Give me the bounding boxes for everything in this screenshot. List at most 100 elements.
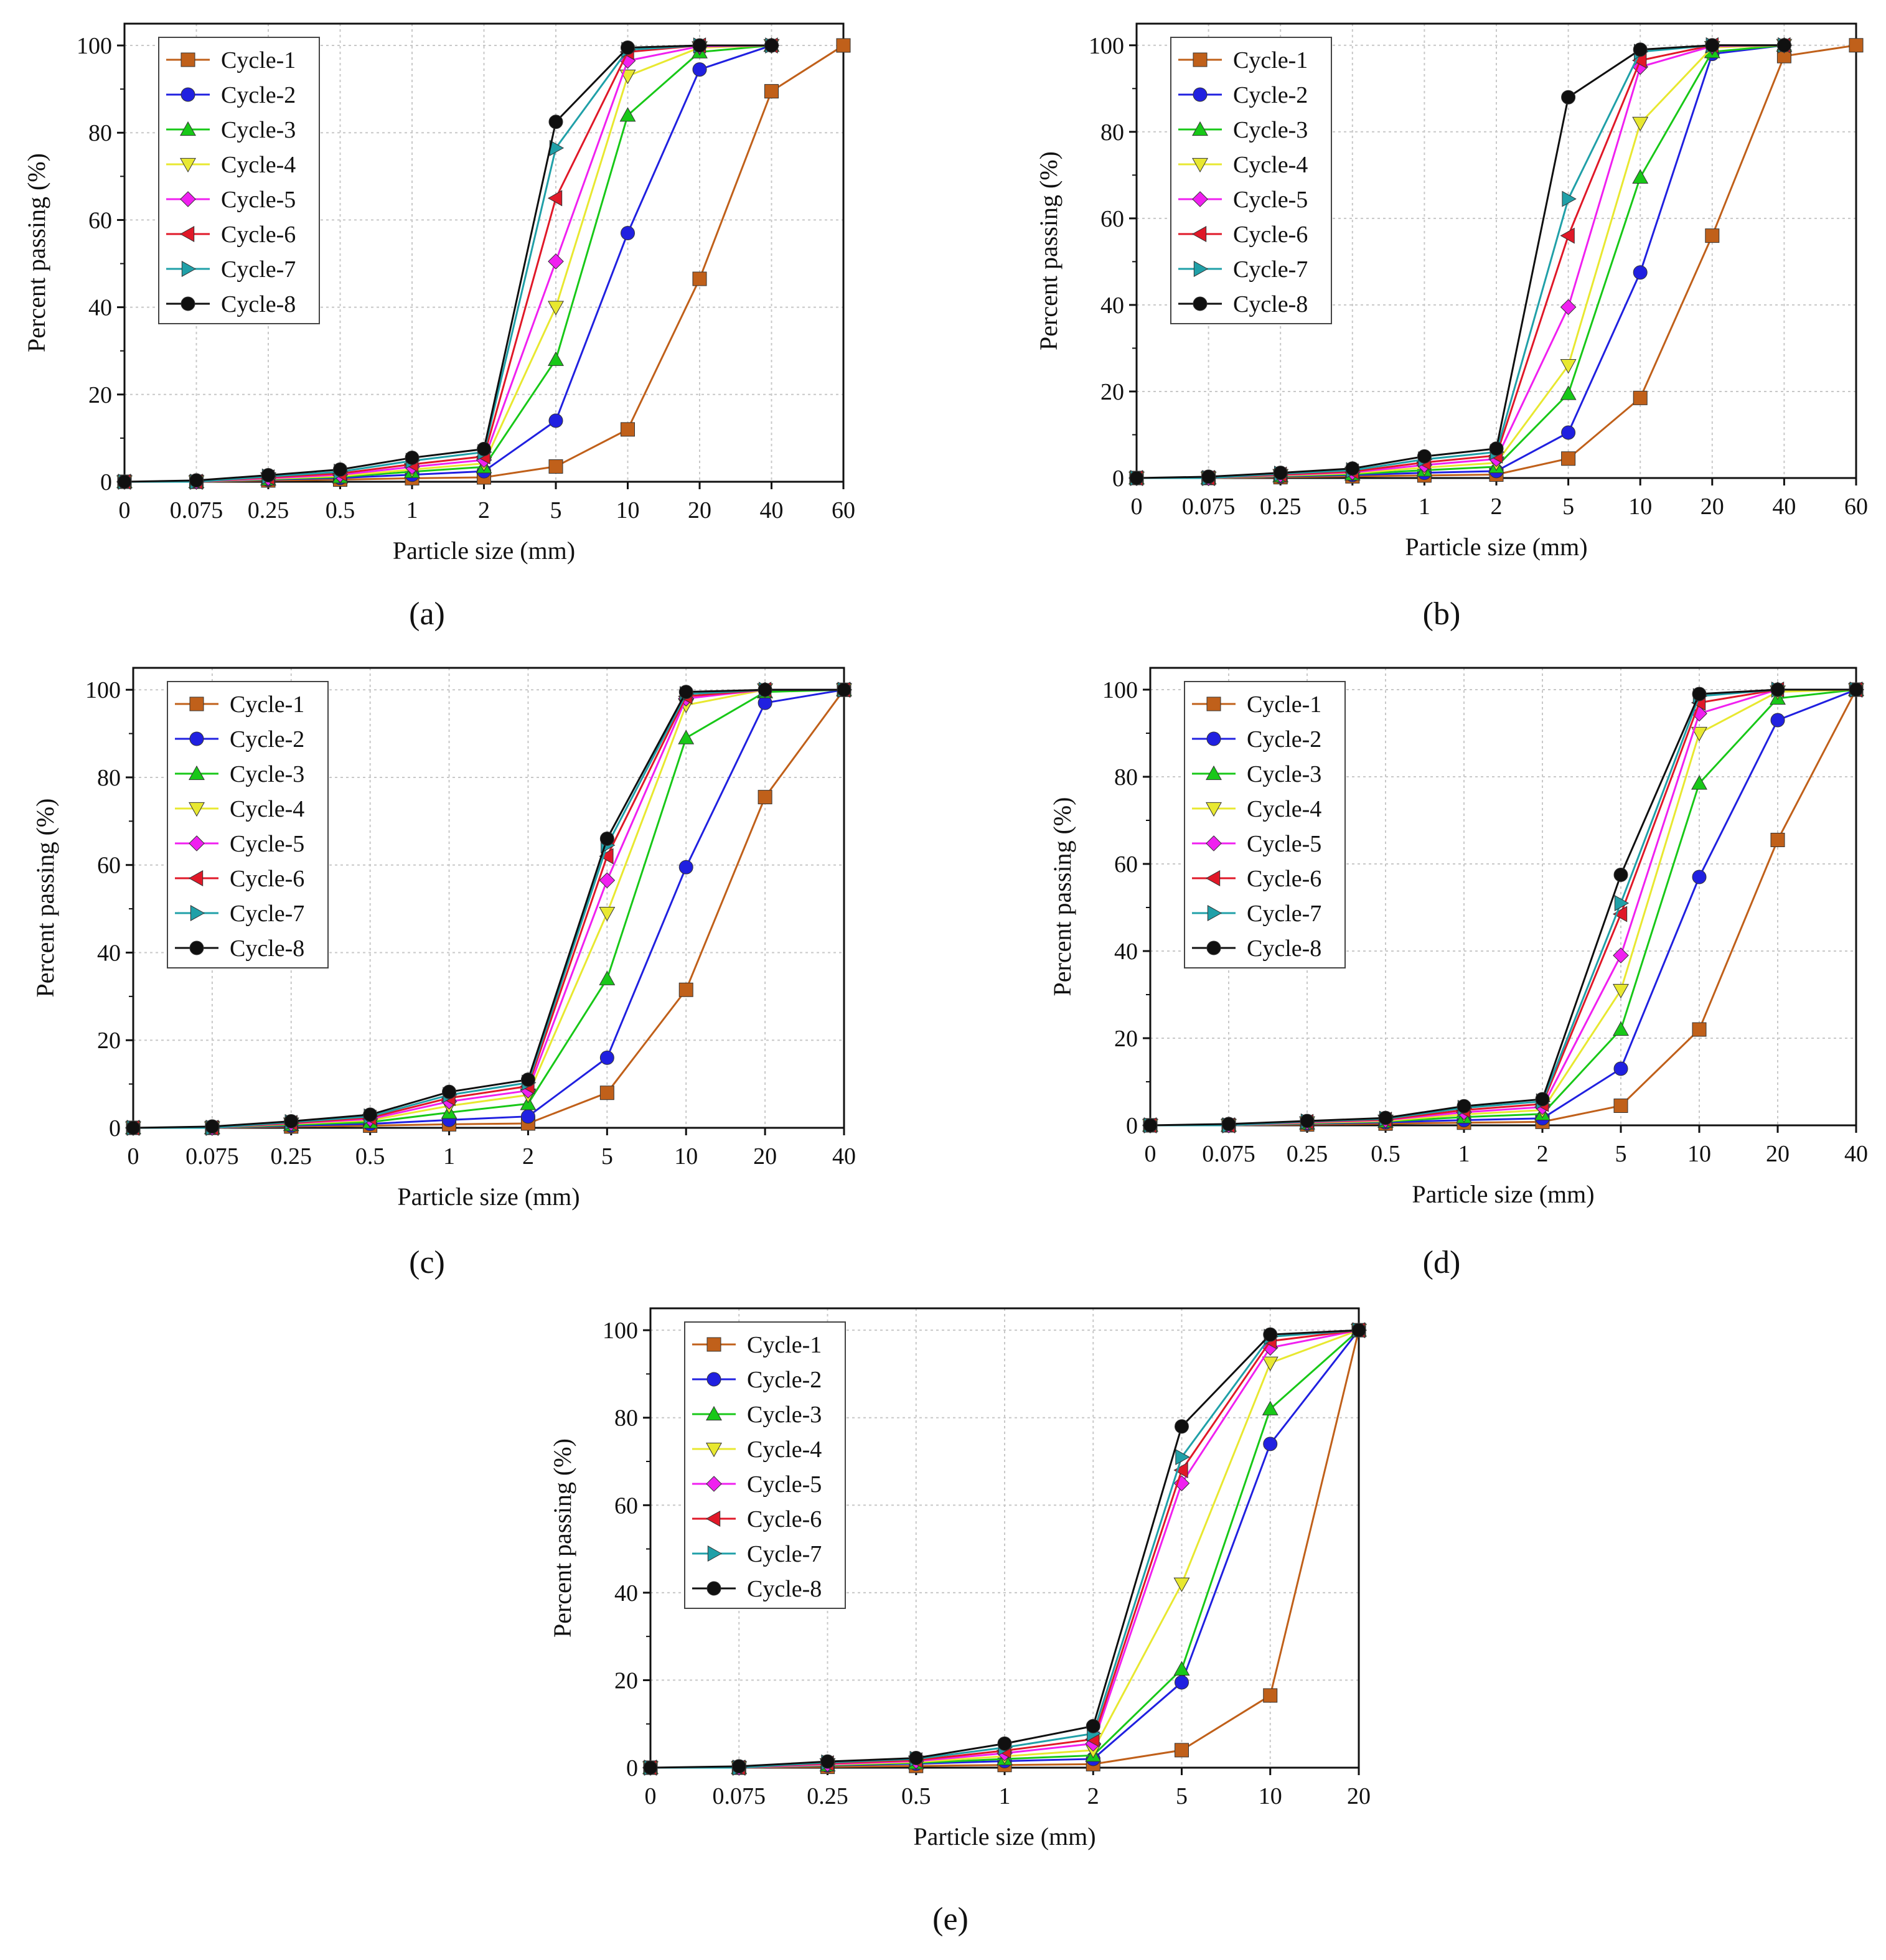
data-point: [189, 473, 204, 488]
y-tick-label: 100: [1089, 33, 1124, 59]
data-point: [1632, 116, 1649, 132]
legend-entry: Cycle-8: [230, 935, 304, 962]
x-tick-label: 1: [443, 1143, 455, 1170]
legend-entry: Cycle-7: [221, 256, 296, 283]
legend-swatch-marker: [189, 835, 205, 851]
data-point: [1175, 1743, 1189, 1758]
x-tick-label: 20: [753, 1143, 777, 1170]
data-point: [548, 459, 563, 474]
plot-frame: [132, 667, 845, 1129]
data-point: [678, 860, 693, 874]
x-tick-label: 2: [522, 1143, 534, 1170]
legend-entry: Cycle-4: [230, 796, 304, 822]
legend-swatch-marker: [179, 226, 195, 242]
y-axis-label: Percent passing (%): [22, 153, 50, 352]
x-axis-label: Particle size (mm): [397, 1183, 579, 1211]
series-line: [124, 44, 772, 483]
x-tick-label: 5: [1176, 1783, 1188, 1809]
legend-swatch-marker: [706, 1442, 722, 1458]
data-point: [1489, 441, 1504, 456]
legend-swatch-marker: [1206, 765, 1222, 781]
data-point: [520, 1109, 535, 1124]
data-point: [1143, 1118, 1158, 1133]
data-point: [764, 38, 779, 53]
legend-entry: Cycle-2: [221, 82, 296, 108]
panel-label: (a): [409, 596, 445, 632]
data-point: [1417, 449, 1432, 464]
data-point: [1262, 1356, 1278, 1371]
data-point: [1613, 868, 1628, 882]
data-point: [1345, 461, 1360, 476]
data-point: [758, 790, 772, 805]
y-tick-label: 0: [1112, 466, 1124, 492]
series-cycle-8: [1129, 38, 1791, 485]
legend-box: [1170, 37, 1332, 324]
data-point: [1691, 775, 1707, 790]
data-point: [1175, 1675, 1189, 1690]
data-point: [1692, 870, 1707, 884]
legend-swatch-marker: [1207, 905, 1222, 921]
plot-frame: [1149, 667, 1857, 1127]
legend-entry: Cycle-5: [1233, 187, 1308, 213]
x-tick-label: 5: [1615, 1141, 1627, 1167]
data-point: [692, 38, 707, 53]
y-tick-label: 60: [1100, 206, 1124, 232]
legend-entry: Cycle-3: [1247, 761, 1321, 787]
legend-swatch-marker: [1192, 121, 1208, 136]
data-point: [1849, 38, 1864, 53]
legend-swatch-marker: [190, 905, 205, 921]
legend-entry: Cycle-1: [230, 692, 304, 718]
data-point: [1633, 265, 1648, 280]
legend-swatch-marker: [181, 87, 195, 102]
series-line: [1136, 44, 1785, 479]
legend-swatch-marker: [1206, 802, 1222, 817]
series-cycle-8: [126, 682, 852, 1135]
x-tick-label: 10: [1687, 1141, 1711, 1167]
data-point: [1613, 983, 1629, 999]
data-point: [477, 441, 491, 456]
legend-swatch-marker: [189, 731, 204, 746]
y-tick-label: 60: [88, 207, 112, 233]
data-point: [205, 1119, 220, 1134]
data-point: [547, 190, 563, 207]
data-point: [1263, 1437, 1278, 1451]
y-tick-label: 60: [1114, 851, 1138, 878]
data-point: [1129, 471, 1144, 485]
legend-swatch-marker: [706, 1476, 722, 1492]
x-tick-label: 20: [688, 497, 711, 523]
panel-label: (c): [409, 1245, 445, 1280]
data-point: [692, 62, 707, 77]
chart-panel-b: 0 20 40 60 80 100 0 0.075 0.25 0.5 1 2 5 10 20 40 60 Part…: [1034, 22, 1868, 632]
data-point: [1614, 895, 1630, 911]
legend-entry: Cycle-7: [1247, 901, 1321, 927]
legend-box: [684, 1321, 846, 1609]
data-point: [1705, 228, 1720, 243]
data-point: [621, 40, 635, 55]
legend-swatch-marker: [706, 1337, 721, 1352]
series-line: [133, 688, 844, 1129]
legend-swatch-marker: [1193, 87, 1208, 102]
data-point: [548, 115, 563, 129]
legend-swatch-marker: [188, 870, 204, 886]
data-point: [1263, 1327, 1278, 1342]
legend-entry: Cycle-1: [1233, 47, 1308, 73]
legend-entry: Cycle-4: [221, 152, 296, 178]
series-cycle-8: [1143, 682, 1864, 1133]
data-point: [599, 872, 616, 889]
data-point: [1613, 1061, 1628, 1076]
data-point: [909, 1751, 924, 1766]
x-tick-label: 0.5: [1371, 1141, 1400, 1167]
legend-entry: Cycle-5: [230, 831, 304, 857]
legend-entry: Cycle-4: [1233, 152, 1308, 178]
series-line: [1150, 688, 1856, 1127]
x-tick-label: 40: [1772, 494, 1796, 520]
legend-entry: Cycle-2: [747, 1367, 822, 1393]
legend-entry: Cycle-5: [1247, 831, 1321, 857]
legend: Cycle-1 Cycle-2 Cycle-3 Cycle-4 Cycle-5 Cycle…: [684, 1321, 846, 1609]
data-point: [599, 1086, 614, 1100]
x-tick-label: 0.075: [1182, 494, 1236, 520]
x-tick-label: 2: [1537, 1141, 1549, 1167]
data-point: [599, 970, 616, 985]
data-point: [1770, 833, 1785, 847]
legend-entry: Cycle-2: [1233, 82, 1308, 108]
